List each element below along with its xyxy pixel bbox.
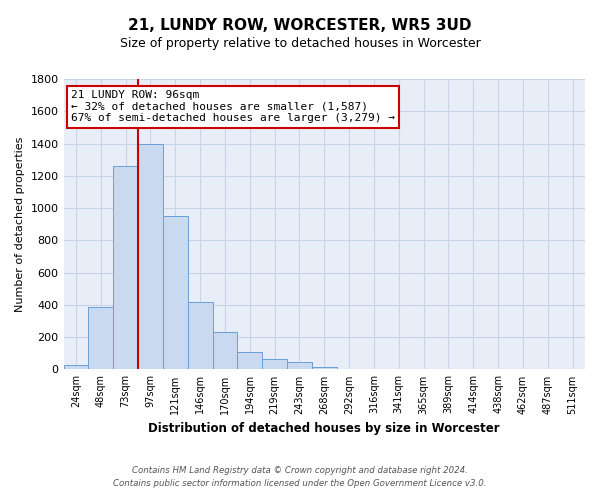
Text: 21, LUNDY ROW, WORCESTER, WR5 3UD: 21, LUNDY ROW, WORCESTER, WR5 3UD	[128, 18, 472, 32]
Y-axis label: Number of detached properties: Number of detached properties	[15, 136, 25, 312]
Bar	[312, 367, 337, 370]
Bar	[262, 359, 287, 370]
Bar	[337, 368, 362, 370]
Bar	[113, 166, 138, 370]
Bar	[238, 352, 262, 370]
Bar	[188, 302, 212, 370]
X-axis label: Distribution of detached houses by size in Worcester: Distribution of detached houses by size …	[148, 422, 500, 435]
Bar	[163, 216, 188, 370]
Bar	[88, 306, 113, 370]
Bar	[287, 362, 312, 370]
Bar	[138, 144, 163, 370]
Text: Size of property relative to detached houses in Worcester: Size of property relative to detached ho…	[119, 38, 481, 51]
Bar	[212, 332, 238, 370]
Text: Contains HM Land Registry data © Crown copyright and database right 2024.
Contai: Contains HM Land Registry data © Crown c…	[113, 466, 487, 487]
Bar	[64, 366, 88, 370]
Text: 21 LUNDY ROW: 96sqm
← 32% of detached houses are smaller (1,587)
67% of semi-det: 21 LUNDY ROW: 96sqm ← 32% of detached ho…	[71, 90, 395, 124]
